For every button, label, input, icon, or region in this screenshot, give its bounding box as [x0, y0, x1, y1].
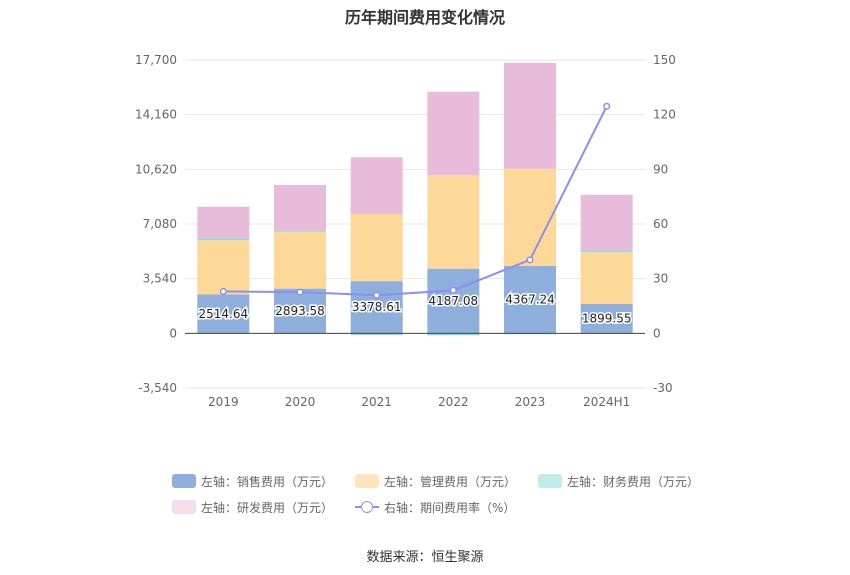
- bar-data-label: 4367.24: [505, 293, 555, 307]
- right-axis-tick-label: 0: [653, 326, 661, 340]
- x-axis-tick-label: 2021: [361, 395, 392, 409]
- bar-segment-s2: [350, 333, 403, 336]
- rate-point: [603, 102, 611, 110]
- right-axis-tick-label: 150: [653, 53, 676, 67]
- bar-data-label: 2514.64: [199, 307, 249, 321]
- bar-segment-s3: [504, 62, 556, 169]
- bar-segment-s1: [580, 252, 633, 304]
- bar-segment-s0: [427, 268, 480, 334]
- bar-segment-s2: [580, 250, 633, 253]
- bar-segment-s3: [580, 194, 633, 251]
- left-axis-tick-label: 0: [169, 326, 177, 340]
- bar-segment-s0: [350, 281, 403, 334]
- x-axis-tick-label: 2023: [515, 395, 546, 409]
- chart-legend: 左轴：销售费用（万元） 左轴：管理费用（万元） 左轴：财务费用（万元） 左轴：研…: [172, 472, 732, 524]
- bar-segment-s2: [274, 230, 326, 232]
- chart-title: 历年期间费用变化情况: [344, 8, 505, 27]
- bar-segment-s3: [427, 91, 480, 176]
- bar-segment-s1: [350, 213, 403, 282]
- bar-data-label: 1899.55: [582, 312, 632, 326]
- x-axis-tick-label: 2020: [285, 395, 316, 409]
- bar-segment-s0: [274, 288, 326, 334]
- bar-segment-s0: [504, 265, 556, 334]
- x-axis-tick-label: 2022: [438, 395, 469, 409]
- legend-label-sales: 左轴：销售费用（万元）: [201, 474, 334, 489]
- right-axis-tick-label: 60: [653, 217, 668, 231]
- right-axis-tick-label: 90: [653, 162, 668, 176]
- chart-plot: 17,700 150 14,160 120 10,620 90 7,080 60 3,540 30…: [135, 53, 676, 409]
- legend-swatch-rnd: [172, 500, 196, 514]
- left-axis-tick-label: 14,160: [135, 108, 177, 122]
- left-axis-tick-label: 17,700: [135, 53, 177, 67]
- bar-segment-s2: [197, 238, 250, 241]
- left-axis-tick-label: 10,620: [135, 162, 177, 176]
- left-axis-tick-label: 3,540: [143, 272, 177, 286]
- bar-data-label: 2893.58: [275, 304, 325, 318]
- legend-label-admin: 左轴：管理费用（万元）: [384, 474, 517, 489]
- bar-segment-s0: [197, 294, 250, 334]
- rate-point: [449, 286, 457, 294]
- legend-item-admin[interactable]: 左轴：管理费用（万元）: [355, 473, 516, 490]
- legend-swatch-admin: [355, 474, 380, 488]
- left-axis-tick-label: 7,080: [143, 217, 177, 231]
- left-axis-tick-label: -3,540: [138, 381, 177, 395]
- bar-segment-s2: [427, 333, 480, 336]
- bar-segment-s3: [350, 157, 403, 214]
- bar-segment-s3: [197, 206, 250, 239]
- bar-segment-s3: [274, 185, 326, 231]
- rate-line: [223, 105, 608, 297]
- bar-segment-s1: [504, 168, 556, 266]
- legend-label-rnd: 左轴：研发费用（万元）: [201, 500, 334, 515]
- right-axis-tick-label: -30: [653, 381, 673, 395]
- legend-item-sales[interactable]: 左轴：销售费用（万元）: [172, 473, 333, 490]
- legend-label-finance: 左轴：财务费用（万元）: [567, 474, 700, 489]
- rate-point: [219, 287, 227, 295]
- bar-segment-s1: [274, 231, 326, 289]
- legend-label-rate: 右轴：期间费用率（%）: [384, 500, 516, 515]
- legend-item-rnd[interactable]: 左轴：研发费用（万元）: [172, 499, 333, 516]
- bar-data-label: 3378.61: [352, 300, 402, 314]
- rate-point: [373, 291, 381, 299]
- rate-point: [526, 256, 534, 264]
- rate-point: [296, 288, 304, 296]
- bar-data-label: 4187.08: [429, 294, 479, 308]
- bar-segment-s1: [197, 240, 250, 295]
- legend-swatch-rate: [355, 500, 380, 514]
- legend-item-rate[interactable]: 右轴：期间费用率（%）: [355, 499, 515, 516]
- legend-item-finance[interactable]: 左轴：财务费用（万元）: [538, 473, 699, 490]
- data-source: 数据来源：恒生聚源: [366, 550, 484, 565]
- legend-swatch-sales: [172, 474, 196, 488]
- right-axis-tick-label: 30: [653, 272, 668, 286]
- legend-swatch-finance: [538, 474, 563, 488]
- right-axis-tick-label: 120: [653, 108, 676, 122]
- x-axis-tick-label: 2024H1: [583, 395, 630, 409]
- bar-segment-s0: [580, 303, 633, 334]
- bar-segment-s1: [427, 175, 480, 269]
- x-axis-tick-label: 2019: [208, 395, 239, 409]
